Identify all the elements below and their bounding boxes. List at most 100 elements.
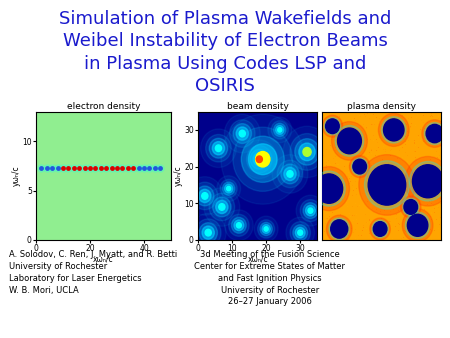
Circle shape <box>303 147 311 156</box>
Circle shape <box>202 193 208 199</box>
Circle shape <box>209 138 228 158</box>
Circle shape <box>217 176 241 201</box>
Circle shape <box>335 125 364 156</box>
Circle shape <box>220 179 237 198</box>
Circle shape <box>213 197 231 217</box>
X-axis label: xωₙ/c: xωₙ/c <box>248 255 268 264</box>
X-axis label: xωₙ/c: xωₙ/c <box>93 255 114 264</box>
Circle shape <box>206 135 231 162</box>
Circle shape <box>403 198 419 216</box>
Circle shape <box>299 143 315 161</box>
Circle shape <box>326 119 339 134</box>
Circle shape <box>225 210 253 241</box>
Circle shape <box>239 130 245 137</box>
Circle shape <box>353 159 366 174</box>
Circle shape <box>219 204 225 210</box>
Circle shape <box>216 200 228 214</box>
Circle shape <box>324 117 341 135</box>
Circle shape <box>187 177 223 215</box>
Circle shape <box>404 200 418 214</box>
Circle shape <box>223 182 235 195</box>
Circle shape <box>257 220 274 238</box>
Circle shape <box>368 165 405 205</box>
Circle shape <box>205 230 212 236</box>
Circle shape <box>274 123 286 137</box>
Circle shape <box>230 120 255 147</box>
Circle shape <box>227 186 231 191</box>
Circle shape <box>232 217 246 233</box>
Circle shape <box>295 227 305 238</box>
Circle shape <box>331 220 348 238</box>
Circle shape <box>247 145 272 173</box>
Circle shape <box>225 114 260 153</box>
Circle shape <box>405 156 450 206</box>
Circle shape <box>264 227 268 231</box>
Circle shape <box>212 142 225 155</box>
Circle shape <box>272 155 308 193</box>
Circle shape <box>241 136 284 183</box>
Circle shape <box>229 214 249 236</box>
Circle shape <box>256 151 270 167</box>
Circle shape <box>287 171 293 177</box>
Circle shape <box>329 218 350 240</box>
Title: electron density: electron density <box>67 102 140 111</box>
Circle shape <box>233 127 292 191</box>
Circle shape <box>242 140 277 178</box>
Circle shape <box>359 155 415 215</box>
Circle shape <box>234 220 244 231</box>
Circle shape <box>201 129 236 168</box>
Circle shape <box>295 139 320 165</box>
Text: Simulation of Plasma Wakefields and
Weibel Instability of Electron Beams
in Plas: Simulation of Plasma Wakefields and Weib… <box>59 10 391 95</box>
Circle shape <box>233 124 252 143</box>
Circle shape <box>209 193 234 221</box>
Circle shape <box>383 119 404 141</box>
Circle shape <box>256 156 262 163</box>
Y-axis label: yωₙ/c: yωₙ/c <box>12 165 21 186</box>
Circle shape <box>351 158 368 175</box>
Circle shape <box>407 214 428 236</box>
Circle shape <box>322 115 342 137</box>
Circle shape <box>332 122 367 160</box>
Text: A. Solodov, C. Ren, J. Myatt, and R. Betti
University of Rochester
Laboratory fo: A. Solodov, C. Ren, J. Myatt, and R. Bet… <box>9 250 177 294</box>
Circle shape <box>202 226 214 239</box>
Circle shape <box>326 215 352 243</box>
Circle shape <box>283 126 331 177</box>
Text: 3d Meeting of the Fusion Science
Center for Extreme States of Matter
and Fast Ig: 3d Meeting of the Fusion Science Center … <box>194 250 346 306</box>
Circle shape <box>277 160 303 188</box>
Circle shape <box>293 225 307 241</box>
Circle shape <box>405 212 430 239</box>
Circle shape <box>271 121 288 139</box>
Circle shape <box>400 196 421 218</box>
Circle shape <box>199 189 211 202</box>
Circle shape <box>303 203 318 219</box>
Circle shape <box>313 171 345 206</box>
Circle shape <box>308 208 313 213</box>
Circle shape <box>250 149 269 169</box>
Circle shape <box>253 153 266 166</box>
Circle shape <box>378 113 409 146</box>
Circle shape <box>424 123 445 145</box>
Circle shape <box>286 217 315 248</box>
Circle shape <box>192 182 218 210</box>
Circle shape <box>195 219 221 246</box>
Circle shape <box>338 128 361 154</box>
Circle shape <box>190 213 226 252</box>
Circle shape <box>221 114 305 204</box>
Circle shape <box>196 186 214 206</box>
Circle shape <box>268 117 292 143</box>
Circle shape <box>290 134 324 170</box>
Circle shape <box>296 195 325 226</box>
Circle shape <box>284 167 296 180</box>
Circle shape <box>204 188 240 226</box>
Circle shape <box>350 155 370 177</box>
Circle shape <box>300 200 321 222</box>
Circle shape <box>278 128 282 132</box>
Circle shape <box>382 117 406 143</box>
Circle shape <box>422 120 447 147</box>
Circle shape <box>199 223 217 243</box>
Circle shape <box>236 223 241 228</box>
Circle shape <box>413 165 443 198</box>
Circle shape <box>254 216 278 242</box>
Circle shape <box>216 145 221 151</box>
Circle shape <box>260 222 272 236</box>
